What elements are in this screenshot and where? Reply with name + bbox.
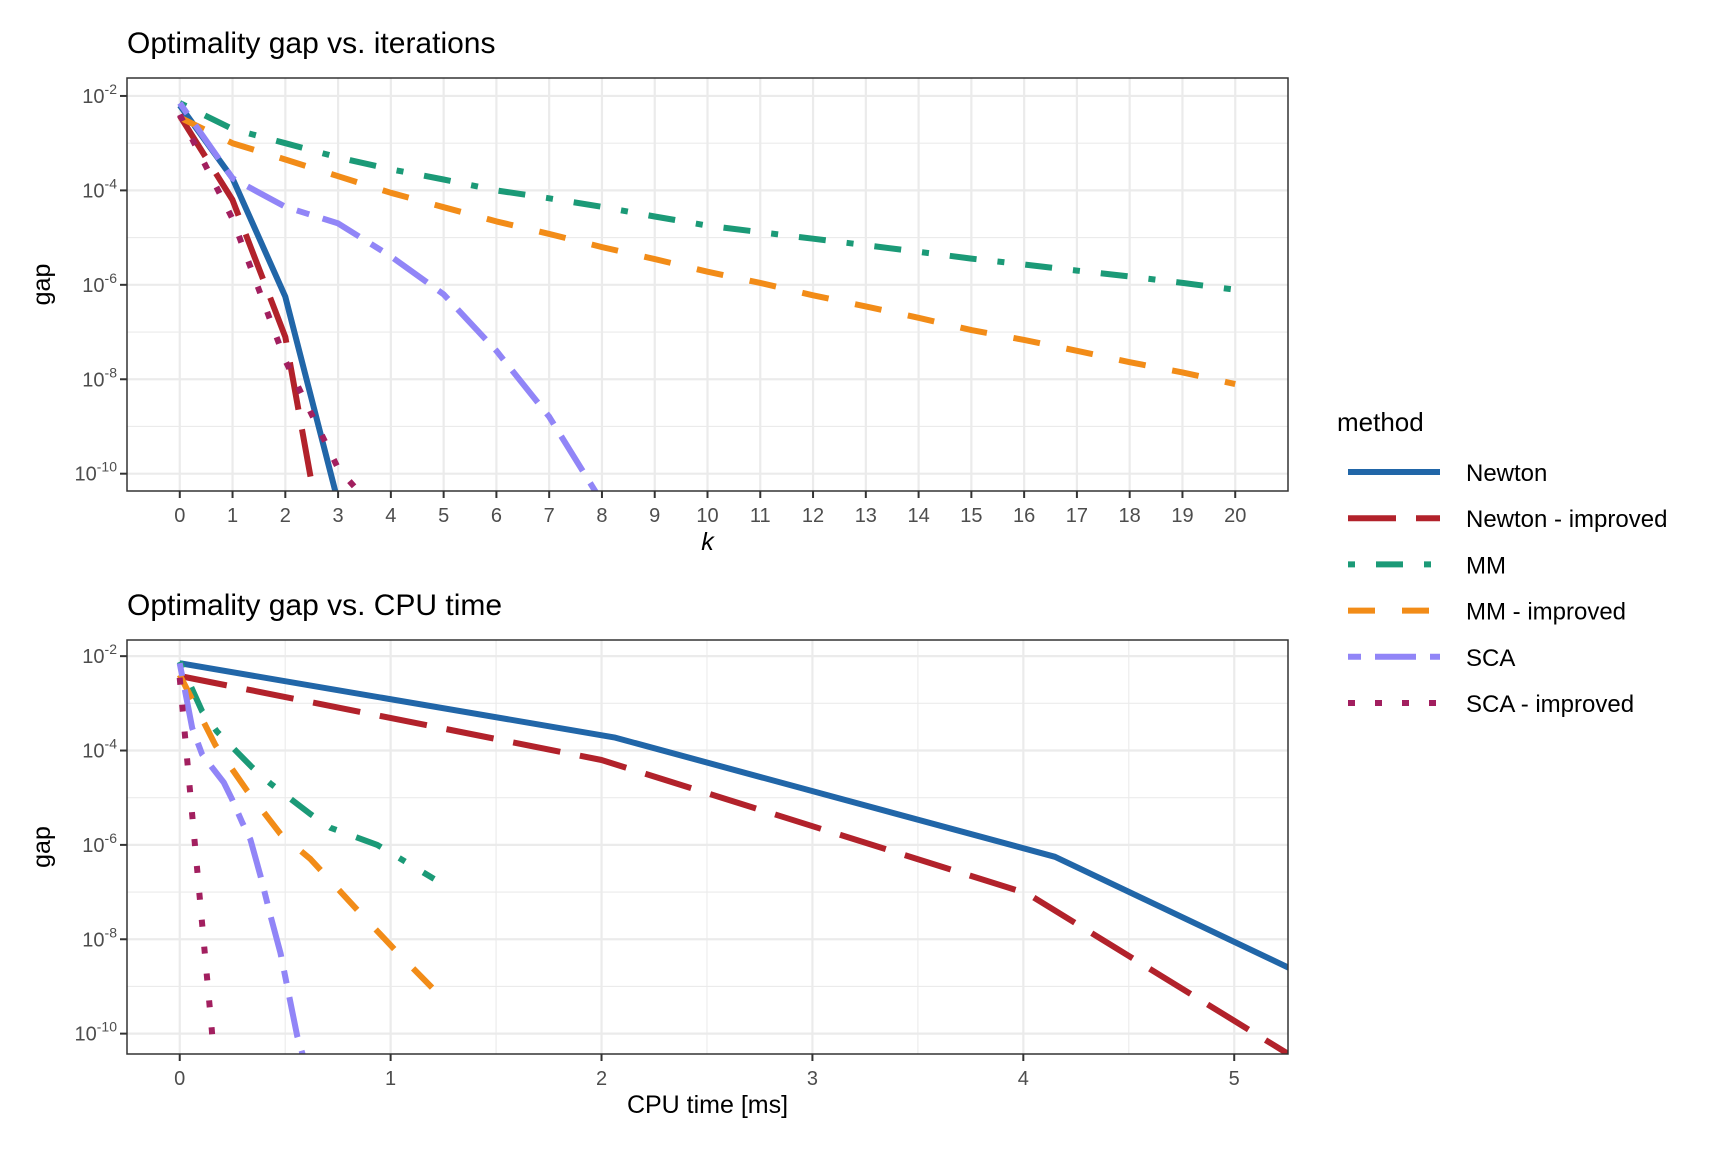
legend-label: Newton: [1466, 460, 1547, 487]
series-line-newton-improved: [177, 114, 317, 491]
y-tick-exponent: -6: [105, 270, 118, 286]
x-tick-label: 18: [1119, 505, 1141, 527]
y-tick-base: 10: [82, 369, 104, 391]
y-tick-label: 10-2: [82, 641, 117, 668]
series-line-mm-improved: [178, 114, 1236, 388]
x-tick-label: 20: [1224, 505, 1246, 527]
legend-label: Newton - improved: [1466, 506, 1667, 533]
y-tick-exponent: -4: [105, 175, 118, 191]
y-tick-base: 10: [82, 86, 104, 108]
legend-label: MM - improved: [1466, 599, 1626, 626]
x-axis-title: CPU time [ms]: [627, 1091, 788, 1119]
panel-title: Optimality gap vs. CPU time: [127, 589, 502, 622]
series-lines: [177, 100, 1236, 491]
y-tick-base: 10: [82, 929, 104, 951]
y-tick-label: 10-6: [82, 270, 117, 297]
y-axis-title: gap: [28, 264, 56, 306]
y-tick-label: 10-2: [82, 81, 117, 108]
legend-label: SCA: [1466, 645, 1515, 672]
legend-item: SCA: [1348, 645, 1515, 672]
y-tick-exponent: -4: [105, 736, 118, 752]
series-line-mm: [176, 660, 436, 882]
y-tick-exponent: -8: [105, 364, 118, 380]
x-tick-label: 2: [596, 1068, 607, 1090]
x-tick-label: 0: [174, 505, 185, 527]
y-tick-label: 10-8: [82, 924, 117, 951]
series-line-mm-improved: [177, 673, 437, 992]
series-line-sca-improved: [176, 677, 217, 1054]
y-tick-label: 10-4: [82, 175, 117, 202]
y-tick-base: 10: [82, 835, 104, 857]
y-tick-label: 10-10: [75, 1019, 118, 1046]
x-tick-label: 8: [596, 505, 607, 527]
x-tick-label: 15: [960, 505, 982, 527]
y-tick-exponent: -10: [97, 459, 117, 475]
y-tick-exponent: -10: [97, 1019, 117, 1035]
x-tick-label: 0: [174, 1068, 185, 1090]
y-tick-base: 10: [75, 464, 97, 486]
x-tick-label: 4: [385, 505, 396, 527]
legend-item: MM: [1348, 552, 1506, 579]
legend-label: SCA - improved: [1466, 691, 1634, 718]
y-tick-label: 10-8: [82, 364, 117, 391]
legend-item: Newton: [1348, 460, 1547, 487]
x-tick-label: 9: [649, 505, 660, 527]
gridlines: [127, 640, 1288, 1054]
gridlines: [127, 78, 1288, 491]
series-line-newton-improved: [179, 673, 1288, 1054]
x-tick-label: 5: [438, 505, 449, 527]
x-tick-label: 19: [1171, 505, 1193, 527]
y-tick-exponent: -2: [105, 81, 118, 97]
legend-item: MM - improved: [1348, 599, 1626, 626]
y-tick-exponent: -6: [105, 830, 118, 846]
series-line-newton: [179, 660, 1288, 971]
y-tick-base: 10: [82, 275, 104, 297]
x-tick-label: 1: [385, 1068, 396, 1090]
x-tick-label: 13: [855, 505, 877, 527]
panel-border: [126, 639, 1289, 1055]
series-lines: [176, 660, 1288, 1054]
x-tick-label: 12: [802, 505, 824, 527]
y-tick-label: 10-6: [82, 830, 117, 857]
y-tick-exponent: -8: [105, 924, 118, 940]
y-tick-base: 10: [82, 646, 104, 668]
x-axis-title: k: [701, 528, 715, 556]
x-tick-label: 2: [280, 505, 291, 527]
x-tick-label: 10: [696, 505, 718, 527]
legend: method Newton Newton - improved MM MM - impr…: [1337, 407, 1667, 718]
y-tick-base: 10: [82, 741, 104, 763]
series-line-sca: [176, 662, 306, 1054]
x-tick-label: 3: [333, 505, 344, 527]
legend-item: SCA - improved: [1348, 691, 1634, 718]
y-tick-label: 10-10: [75, 459, 118, 486]
x-tick-label: 16: [1013, 505, 1035, 527]
x-tick-label: 1: [227, 505, 238, 527]
x-tick-label: 14: [907, 505, 929, 527]
legend-label: MM: [1466, 552, 1506, 579]
x-tick-label: 5: [1229, 1068, 1240, 1090]
x-tick-label: 17: [1066, 505, 1088, 527]
y-axis-title: gap: [28, 826, 56, 868]
y-tick-base: 10: [82, 180, 104, 202]
panel-title: Optimality gap vs. iterations: [127, 27, 495, 60]
legend-item: Newton - improved: [1348, 506, 1667, 533]
x-tick-label: 3: [807, 1068, 818, 1090]
x-tick-label: 11: [750, 505, 771, 527]
x-tick-label: 4: [1018, 1068, 1029, 1090]
y-tick-label: 10-4: [82, 736, 117, 763]
x-tick-label: 7: [544, 505, 555, 527]
x-tick-label: 6: [491, 505, 502, 527]
series-line-sca: [177, 101, 599, 491]
series-line-mm: [178, 100, 1236, 293]
y-tick-exponent: -2: [105, 641, 118, 657]
legend-title: method: [1337, 407, 1424, 437]
y-tick-base: 10: [75, 1024, 97, 1046]
